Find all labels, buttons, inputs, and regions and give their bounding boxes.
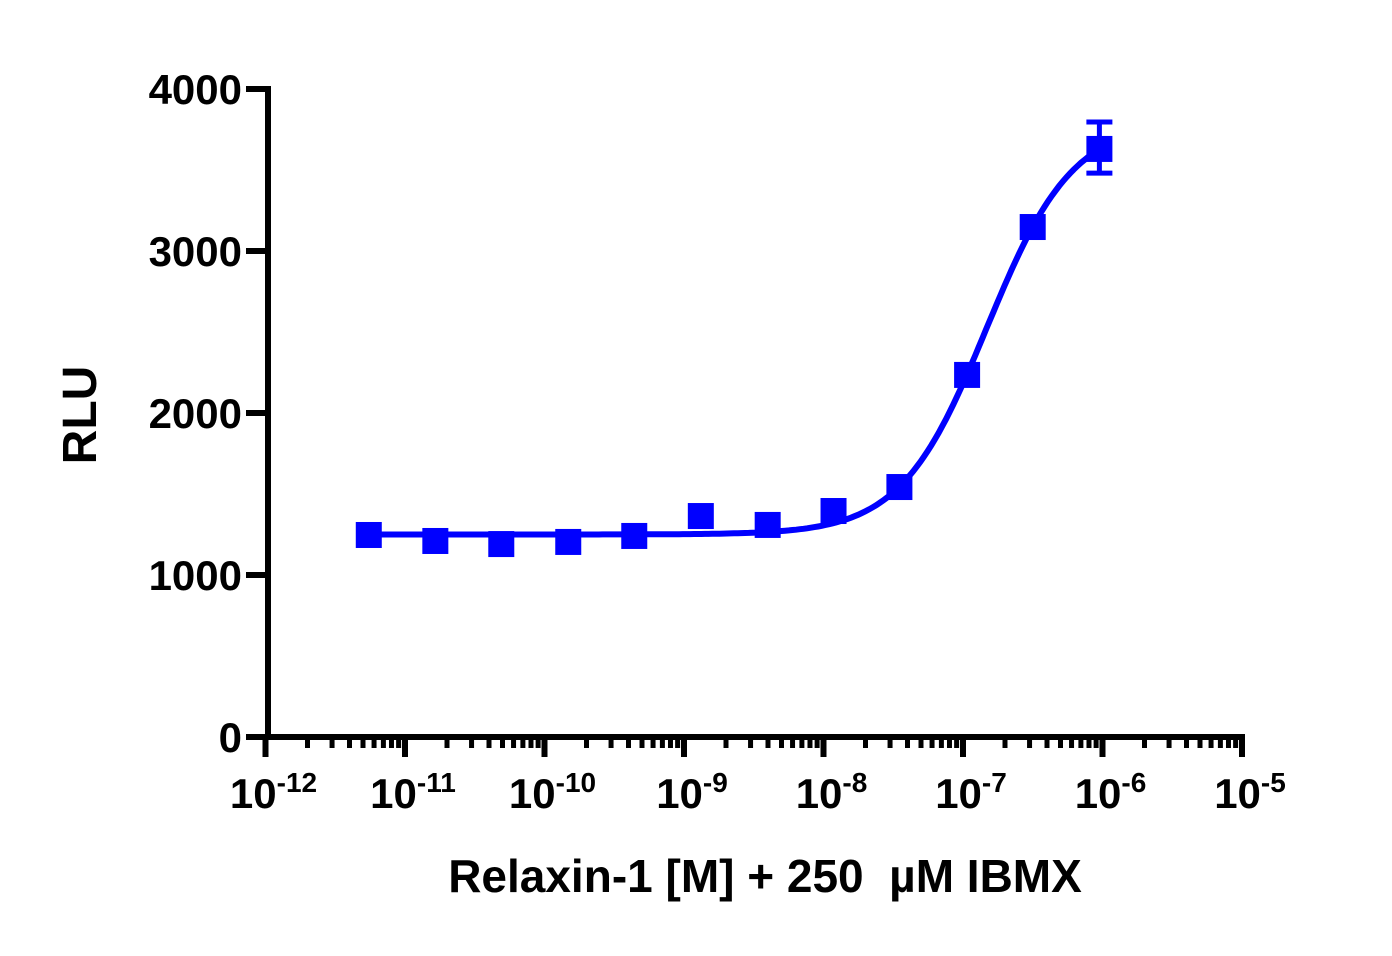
x-tick-base: 10: [935, 770, 982, 817]
x-tick-label: 10-11: [370, 767, 456, 817]
data-point: [1086, 135, 1113, 162]
y-tick-label: 0: [219, 714, 242, 761]
plot-area: [355, 119, 1113, 558]
data-point: [886, 474, 913, 501]
data-point: [954, 361, 981, 388]
y-tick-label: 2000: [149, 390, 242, 437]
x-tick-label: 10-8: [796, 767, 868, 817]
data-point: [422, 527, 449, 554]
x-tick-exponent: -12: [277, 767, 317, 798]
axes: [246, 86, 1245, 757]
y-tick-label: 3000: [149, 228, 242, 275]
data-point: [1019, 214, 1046, 241]
x-tick-base: 10: [370, 770, 417, 817]
y-tick-label: 4000: [149, 66, 242, 113]
data-point: [355, 521, 382, 548]
x-tick-base: 10: [656, 770, 703, 817]
x-tick-exponent: -11: [417, 767, 456, 798]
x-tick-label: 10-12: [230, 767, 317, 817]
x-tick-label: 10-6: [1075, 767, 1147, 817]
x-tick-base: 10: [796, 770, 843, 817]
x-tick-exponent: -10: [556, 767, 596, 798]
fit-curve: [368, 146, 1101, 538]
x-tick-label: 10-5: [1214, 767, 1286, 817]
x-tick-label: 10-9: [656, 767, 728, 817]
y-tick-label: 1000: [149, 552, 242, 599]
x-tick-exponent: -5: [1261, 767, 1286, 798]
data-point: [488, 531, 515, 558]
y-axis-label: RLU: [54, 366, 107, 465]
x-tick-base: 10: [230, 770, 277, 817]
data-point: [754, 511, 781, 538]
x-tick-exponent: -6: [1121, 767, 1146, 798]
x-tick-exponent: -8: [842, 767, 867, 798]
x-tick-exponent: -7: [982, 767, 1007, 798]
data-point: [555, 528, 582, 555]
data-point: [820, 498, 847, 525]
x-axis-label: Relaxin-1 [M] + 250 µM IBMX: [448, 850, 1082, 902]
x-tick-exponent: -9: [703, 767, 728, 798]
data-point: [621, 522, 648, 549]
x-tick-label: 10-10: [509, 767, 596, 817]
x-tick-base: 10: [1075, 770, 1122, 817]
x-tick-base: 10: [1214, 770, 1261, 817]
data-point: [687, 503, 714, 530]
x-tick-label: 10-7: [935, 767, 1007, 817]
x-tick-base: 10: [509, 770, 556, 817]
